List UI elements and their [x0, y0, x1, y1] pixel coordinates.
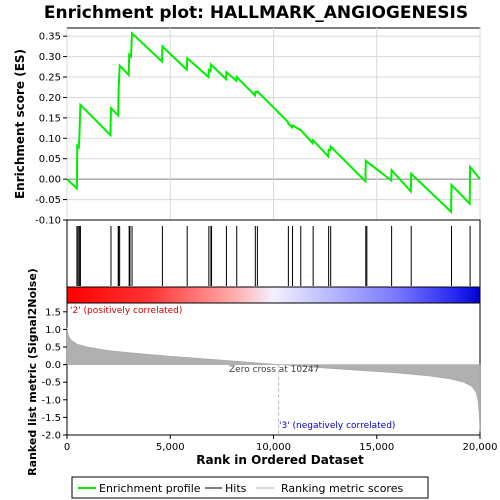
- zero-cross-label: Zero cross at 10247: [229, 365, 319, 375]
- hit-marks: [76, 226, 471, 286]
- x-axis-label: Rank in Ordered Dataset: [196, 453, 364, 467]
- es-y-tick-label: 0.30: [39, 52, 61, 63]
- es-y-tick-label: 0.10: [39, 134, 61, 145]
- es-y-tick-label: 0.35: [39, 32, 61, 43]
- metric-y-tick-label: -0.5: [41, 378, 61, 389]
- x-tick-label: 15,000: [359, 442, 394, 453]
- es-y-axis-label: Enrichment score (ES): [13, 49, 27, 199]
- es-y-tick-label: 0.05: [39, 154, 61, 165]
- metric-y-tick-label: 0.5: [45, 343, 61, 354]
- es-y-tick-label: 0.20: [39, 93, 61, 104]
- metric-y-tick-label: 1.0: [45, 325, 61, 336]
- metric-y-tick-label: -2.0: [41, 431, 61, 442]
- metric-panel: -2.0 -1.5 -1.0 -0.5 0.0 0.5 1.0 1.5 '2' (positi…: [26, 268, 481, 476]
- x-tick-label: 10,000: [256, 442, 291, 453]
- correlation-color-bar: [66, 286, 481, 304]
- positive-correlation-label: '2' (positively correlated): [70, 306, 182, 316]
- legend-enrichment-label: Enrichment profile: [99, 482, 201, 495]
- es-y-tick-label: 0.25: [39, 73, 61, 84]
- x-tick-label: 0: [64, 442, 70, 453]
- x-tick-label: 20,000: [463, 442, 498, 453]
- legend: Enrichment profile Hits Ranking metric s…: [71, 476, 429, 499]
- metric-y-tick-label: -1.5: [41, 413, 61, 424]
- es-y-tick-label: -0.05: [35, 195, 61, 206]
- legend-box: [71, 476, 429, 499]
- es-y-tick-label: 0.15: [39, 113, 61, 124]
- negative-correlation-label: '3' (negatively correlated): [279, 421, 395, 431]
- metric-y-ticks: -2.0 -1.5 -1.0 -0.5 0.0 0.5 1.0 1.5: [41, 307, 67, 442]
- hits-panel: [66, 219, 481, 288]
- legend-hits-label: Hits: [225, 482, 247, 495]
- chart-title: Enrichment plot: HALLMARK_ANGIOGENESIS: [44, 3, 468, 23]
- ranking-metric-area: [66, 327, 481, 432]
- es-y-tick-label: 0.00: [39, 175, 61, 186]
- es-y-ticks: -0.10 -0.05 0.00 0.05 0.10 0.15 0.20 0.25 0.30 0.…: [35, 32, 67, 227]
- metric-y-tick-label: 1.5: [45, 307, 61, 318]
- metric-y-tick-label: -1.0: [41, 395, 61, 406]
- x-axis-ticks: 0 5,000 10,000 15,000 20,000: [64, 435, 498, 453]
- enrichment-profile-line: [66, 31, 481, 215]
- legend-metric-label: Ranking metric scores: [281, 482, 403, 495]
- metric-y-axis-label: Ranked list metric (Signal2Noise): [26, 268, 39, 476]
- es-panel: -0.10 -0.05 0.00 0.05 0.10 0.15 0.20 0.25 0.30 0.…: [13, 27, 481, 227]
- x-tick-label: 5,000: [156, 442, 185, 453]
- es-y-tick-label: -0.10: [35, 216, 61, 227]
- metric-y-tick-label: 0.0: [45, 360, 61, 371]
